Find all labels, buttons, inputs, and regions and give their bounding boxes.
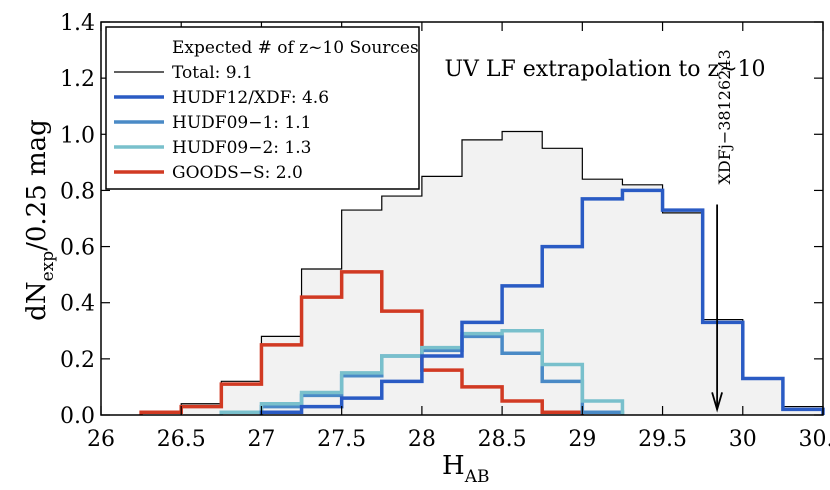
x-axis-title-main: H <box>442 451 465 481</box>
y-tick-label: 1.4 <box>60 11 95 36</box>
x-tick-label: 30 <box>729 427 757 452</box>
y-axis-title-sub: exp <box>38 251 58 282</box>
y-tick-label: 0.4 <box>60 292 95 317</box>
x-tick-label: 29 <box>568 427 596 452</box>
legend: Expected # of z~10 Sources Total: 9.1 HUD… <box>105 26 420 190</box>
source-annotation: XDFj−38126243 <box>711 49 734 413</box>
x-tick-label: 28 <box>408 427 436 452</box>
x-axis-title-sub: AB <box>464 467 490 487</box>
series-layer <box>139 130 825 415</box>
x-tick-label: 27.5 <box>317 427 366 452</box>
legend-box <box>105 26 420 190</box>
annotation-arrowhead <box>711 392 723 413</box>
y-tick-label: 0.6 <box>60 236 95 261</box>
plot-frame <box>100 21 824 416</box>
x-tick-label: 28.5 <box>478 427 527 452</box>
x-tick-label: 30.5 <box>799 427 830 452</box>
ticks-layer: 26 26.5 27 27.5 28 28.5 29 29.5 30 30.5 0.0 0.2 0.4 0… <box>60 11 830 452</box>
x-tick-label: 26.5 <box>157 427 206 452</box>
legend-label-goods: GOODS−S: 2.0 <box>172 163 303 183</box>
series-line-total <box>180 130 824 415</box>
x-tick-label: 26 <box>87 427 115 452</box>
y-tick-label: 0.2 <box>60 348 95 373</box>
series-line-hudf12 <box>259 188 825 415</box>
legend-label-total: Total: 9.1 <box>172 63 253 83</box>
y-tick-label: 0.0 <box>60 404 95 429</box>
y-axis-title-post: /0.25 mag <box>22 119 52 251</box>
annotation-label: XDFj−38126243 <box>715 49 734 184</box>
series-line-goods <box>139 270 585 415</box>
y-tick-label: 1.0 <box>60 123 95 148</box>
x-tick-label: 27 <box>247 427 275 452</box>
legend-label-hudf09_2: HUDF09−2: 1.3 <box>172 138 311 158</box>
series-line-hudf09_2 <box>219 329 625 415</box>
legend-label-hudf09_1: HUDF09−1: 1.1 <box>172 113 311 133</box>
y-axis-title: dNexp/0.25 mag <box>22 119 58 321</box>
legend-entries: Total: 9.1 HUDF12/XDF: 4.6 HUDF09−1: 1.1 HU… <box>114 63 329 183</box>
x-tick-label: 29.5 <box>638 427 687 452</box>
y-tick-label: 1.2 <box>60 67 95 92</box>
legend-label-hudf12: HUDF12/XDF: 4.6 <box>172 88 329 108</box>
chart-title: UV LF extrapolation to z~10 <box>444 57 765 82</box>
legend-title: Expected # of z~10 Sources <box>172 38 419 58</box>
x-axis-title: HAB <box>442 451 489 487</box>
y-axis-title-pre: dN <box>22 281 52 320</box>
y-tick-label: 0.8 <box>60 179 95 204</box>
